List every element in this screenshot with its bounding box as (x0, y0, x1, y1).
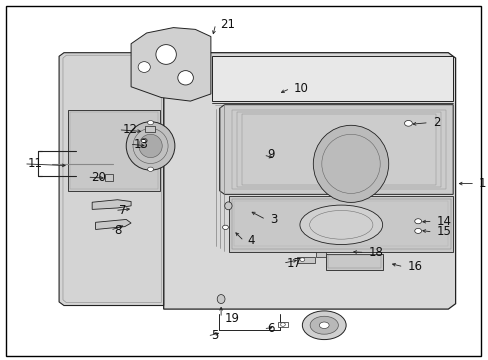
Text: 6: 6 (267, 322, 274, 335)
Text: 5: 5 (211, 329, 218, 342)
Text: 14: 14 (436, 215, 451, 228)
Polygon shape (297, 257, 314, 263)
Polygon shape (325, 253, 382, 270)
Ellipse shape (302, 311, 346, 339)
Ellipse shape (224, 202, 232, 210)
Ellipse shape (319, 322, 328, 328)
Ellipse shape (299, 258, 304, 261)
Bar (105, 174, 112, 181)
Ellipse shape (138, 62, 150, 72)
Ellipse shape (126, 122, 175, 170)
Polygon shape (278, 321, 287, 327)
Polygon shape (68, 110, 160, 191)
Text: 10: 10 (293, 82, 308, 95)
Text: 11: 11 (28, 157, 43, 170)
Ellipse shape (147, 167, 153, 171)
Polygon shape (131, 28, 210, 101)
Ellipse shape (414, 219, 421, 224)
Polygon shape (219, 105, 452, 194)
Text: 13: 13 (133, 138, 148, 150)
Text: 1: 1 (478, 177, 486, 190)
Text: 18: 18 (368, 246, 383, 259)
Text: 16: 16 (407, 260, 422, 273)
Ellipse shape (156, 45, 176, 64)
Text: 9: 9 (267, 148, 274, 161)
Text: 20: 20 (91, 171, 106, 184)
Text: 12: 12 (122, 123, 137, 136)
Polygon shape (229, 196, 452, 252)
Text: 17: 17 (286, 257, 301, 270)
Text: 21: 21 (219, 18, 234, 31)
Polygon shape (92, 200, 131, 210)
Polygon shape (315, 252, 325, 257)
Ellipse shape (313, 125, 388, 202)
Polygon shape (163, 53, 455, 309)
Bar (145, 126, 155, 132)
Ellipse shape (404, 121, 411, 126)
Ellipse shape (414, 228, 421, 233)
Ellipse shape (299, 205, 382, 244)
Ellipse shape (309, 316, 338, 334)
Polygon shape (95, 220, 131, 229)
Ellipse shape (280, 323, 285, 326)
Text: 8: 8 (114, 224, 121, 237)
Ellipse shape (217, 294, 224, 303)
Text: 4: 4 (247, 234, 255, 247)
Polygon shape (59, 53, 163, 306)
Text: 7: 7 (119, 204, 126, 217)
Ellipse shape (147, 121, 153, 125)
Text: 3: 3 (269, 213, 277, 226)
Ellipse shape (222, 225, 228, 229)
Text: 19: 19 (224, 311, 240, 325)
Text: 2: 2 (432, 116, 439, 129)
Text: 15: 15 (436, 225, 450, 238)
Polygon shape (212, 56, 452, 101)
Ellipse shape (141, 138, 147, 143)
Ellipse shape (139, 134, 162, 158)
Ellipse shape (178, 71, 193, 85)
